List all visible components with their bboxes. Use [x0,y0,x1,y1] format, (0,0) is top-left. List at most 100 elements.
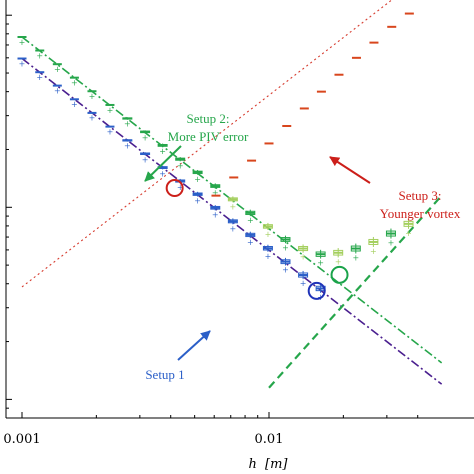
setup2-outlier: + [194,175,201,184]
annotation-setup3: Setup 3: Younger vortex [329,156,461,221]
setup1-outlier: + [282,266,289,275]
setup2-point: + [350,243,361,262]
setup2-outlier: + [89,92,96,101]
setup2-point: + [17,36,27,47]
setup2-outlier: + [247,216,254,225]
setup1-point: + [35,71,45,82]
setup1-point: + [245,231,256,247]
annotation-setup2: Setup 2: More PIV error [144,111,249,182]
setup2-point: + [227,196,238,211]
setup2-point: + [69,76,79,87]
y-axis-ticks [6,14,12,419]
setup2-point: + [315,249,326,268]
setup2-outlier: + [230,202,237,211]
setup2-point: + [122,117,133,129]
setup2-outlier: + [124,120,131,129]
setup1-outlier: + [300,279,307,288]
setup2-point: + [333,248,344,266]
setup1-point: + [227,218,238,233]
setup1-outlier: + [230,224,237,233]
optimum-circle-setup3 [165,179,184,198]
data-markers: + + + + + + + + + + + + + + + + + + + + + + + + + + + + + + + + + + + + + + + +… [17,12,414,302]
optimum-circle-setup2 [330,265,349,284]
setup1-point: + [69,98,79,109]
setup2-outlier: + [282,243,289,252]
setup1-point: + [52,84,62,95]
setup2-point: + [262,222,273,239]
setup2-outlier: + [36,51,43,60]
setup1-outlier: + [247,238,254,247]
setup1-point: + [17,57,27,68]
setup2-point: + [210,183,221,198]
setup1-outlier: + [177,183,184,192]
setup1-point: + [105,125,115,137]
x-axis-label-var: h [249,457,257,472]
setup2-point: + [368,236,379,256]
setup2-point: + [280,235,291,252]
setup2-point: + [105,103,115,115]
setup2-outlier: + [370,247,377,256]
setup1-outlier: + [54,86,61,95]
setup1-point: + [87,111,97,123]
fit-line-setup3_fit [21,0,393,288]
setup1-point: + [122,139,133,151]
setup1-point: + [298,270,309,288]
annotation-setup1-arrow [177,330,211,361]
setup2-outlier: + [405,229,412,238]
setup2-outlier: + [388,239,395,248]
setup2-outlier: + [335,257,342,266]
setup2-outlier: + [177,161,184,170]
annotation-setup3-arrow [329,156,371,184]
setup2-outlier: + [54,65,61,74]
setup2-outlier: + [159,147,166,156]
annotation-setup1: Setup 1 [145,330,211,382]
setup1-outlier: + [212,210,219,219]
setup1-outlier: + [107,128,114,137]
setup1-point: + [192,191,203,206]
setup2-point: + [157,143,168,156]
setup2-outlier: + [19,38,26,47]
fit-line-setup2_rise_fit [268,194,443,389]
setup2-point: + [385,228,396,248]
setup1-outlier: + [124,142,131,151]
setup1-outlier: + [89,114,96,123]
annotation-setup2-line1: Setup 2: [187,111,230,126]
setup2-point: + [87,90,97,101]
setup2-point: + [140,130,151,142]
optimum-markers [165,179,349,300]
setup2-outlier: + [212,189,219,198]
x-axis-label-unit: [m] [265,457,288,472]
setup1-point: + [140,152,151,164]
x-tick-label: 0.001 [3,432,40,447]
setup2-point: + [403,218,414,238]
x-tick-label: 0.01 [255,432,284,447]
setup1-outlier: + [194,197,201,206]
optimum-circle-setup1 [307,281,326,300]
setup1-outlier: + [36,73,43,82]
annotation-setup3-line1: Setup 3: [399,188,442,203]
setup2-outlier: + [317,259,324,268]
setup2-outlier: + [265,230,272,239]
setup1-point: + [262,244,273,261]
setup2-outlier: + [300,253,307,262]
setup1-outlier: + [142,155,149,164]
annotation-setup3-line2: Younger vortex [380,206,461,221]
annotation-setup2-line2: More PIV error [168,129,249,144]
x-axis-ticks: 0.001 0.01 [3,412,419,447]
setup2-point: + [298,244,309,262]
fit-lines [21,0,443,389]
setup2-point: + [52,63,62,74]
setup1-outlier: + [265,252,272,261]
setup2-outlier: + [352,253,359,262]
setup2-point: + [175,157,186,170]
setup1-outlier: + [71,100,78,109]
setup1-outlier: + [159,169,166,178]
setup2-point: + [192,169,203,184]
setup1-point: + [280,257,291,275]
setup2-outlier: + [107,106,114,115]
setup2-outlier: + [71,78,78,87]
setup2-outlier: + [142,133,149,142]
annotation-setup2-arrow [144,145,182,182]
setup2-point: + [245,209,256,225]
